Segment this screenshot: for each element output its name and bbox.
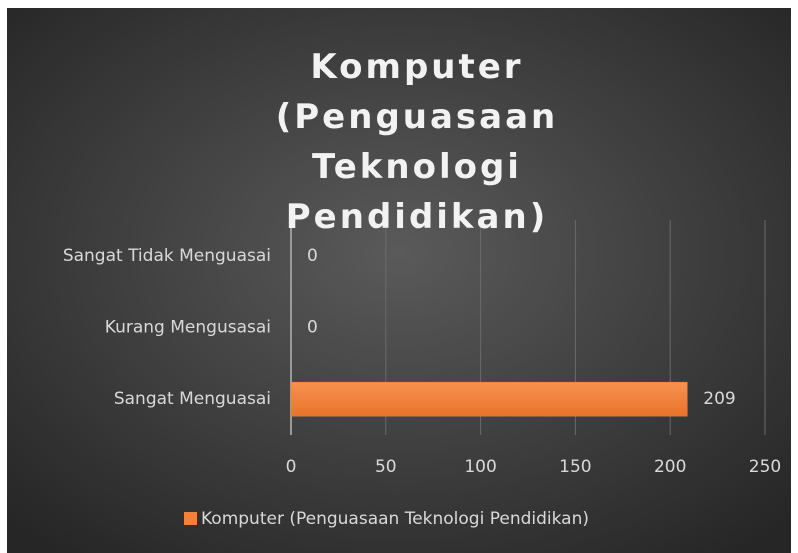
y-tick-label: Kurang Mengusasai bbox=[105, 318, 271, 338]
x-tick-label: 250 bbox=[749, 457, 781, 477]
legend-swatch bbox=[184, 512, 197, 525]
x-tick-label: 0 bbox=[286, 457, 297, 477]
data-label: 0 bbox=[307, 246, 318, 266]
bar bbox=[290, 381, 688, 417]
x-tick-label: 50 bbox=[375, 457, 397, 477]
x-tick-label: 100 bbox=[464, 457, 496, 477]
chart-title: Komputer (Penguasaan Teknologi Pendidika… bbox=[275, 47, 559, 237]
background bbox=[7, 8, 791, 553]
data-label: 209 bbox=[703, 389, 735, 409]
chart: 0 50 100 150 200 250 Sangat Tidak Menguasai 0 Ku… bbox=[7, 8, 791, 553]
y-tick-label: Sangat Menguasai bbox=[114, 389, 271, 409]
x-tick-label: 150 bbox=[559, 457, 591, 477]
legend-label: Komputer (Penguasaan Teknologi Pendidika… bbox=[201, 509, 589, 529]
x-tick-label: 200 bbox=[654, 457, 686, 477]
data-label: 0 bbox=[307, 318, 318, 338]
chart-frame: 0 50 100 150 200 250 Sangat Tidak Menguasai 0 Ku… bbox=[7, 8, 791, 553]
y-tick-label: Sangat Tidak Menguasai bbox=[63, 246, 271, 266]
